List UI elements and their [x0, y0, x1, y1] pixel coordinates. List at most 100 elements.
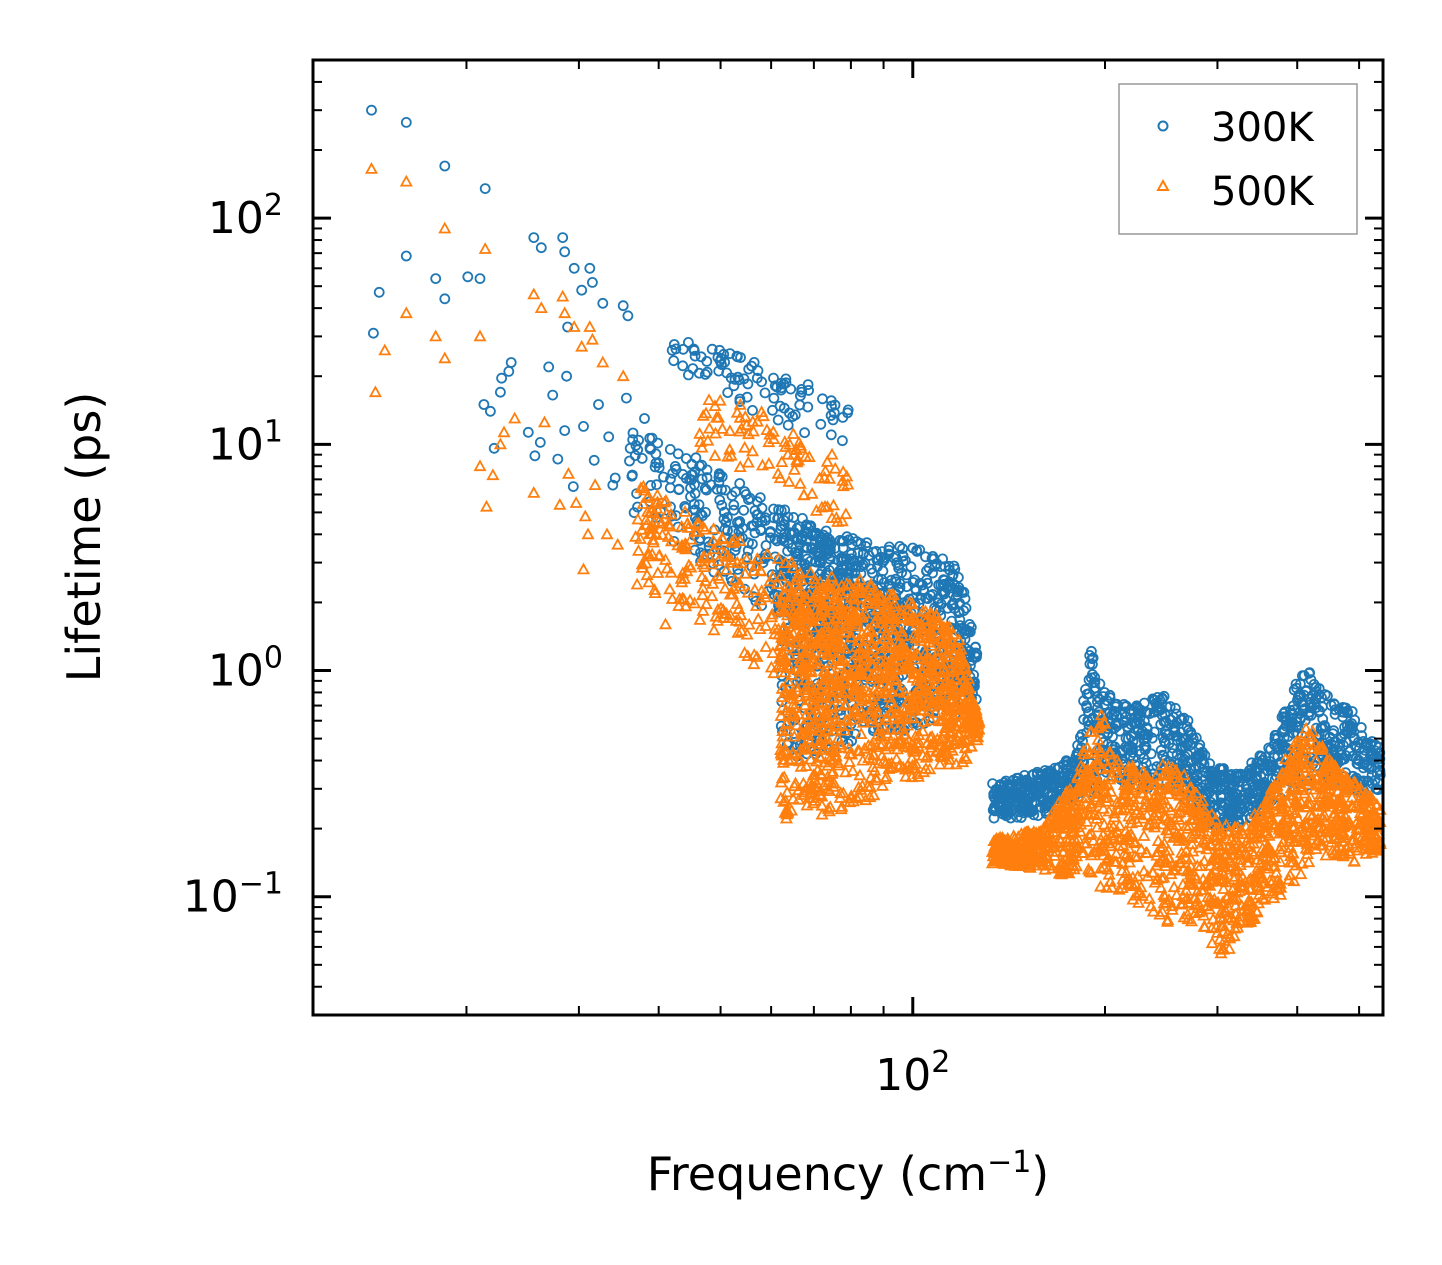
point-300K	[529, 450, 541, 462]
point-500K	[802, 604, 816, 616]
point-500K	[815, 695, 829, 708]
point-500K	[894, 732, 908, 745]
point-500K	[679, 538, 694, 551]
point-500K	[713, 393, 727, 406]
point-300K	[484, 405, 496, 417]
point-500K	[818, 499, 832, 512]
point-500K	[1280, 810, 1294, 823]
point-500K	[824, 656, 838, 668]
point-500K	[695, 570, 709, 582]
point-500K	[778, 793, 792, 806]
point-500K	[1170, 888, 1184, 900]
point-500K	[754, 593, 768, 606]
point-500K	[841, 714, 855, 726]
point-300K	[890, 551, 902, 562]
point-500K	[827, 620, 841, 632]
point-500K	[813, 749, 827, 762]
point-500K	[796, 785, 810, 798]
point-300K	[765, 532, 776, 544]
point-500K	[784, 630, 798, 642]
point-500K	[959, 668, 973, 681]
point-500K	[807, 716, 821, 729]
point-500K	[817, 470, 831, 483]
point-500K	[850, 647, 864, 660]
point-500K	[708, 449, 722, 461]
point-300K	[843, 534, 855, 546]
point-300K	[901, 569, 912, 581]
point-500K	[651, 566, 665, 578]
point-500K	[637, 483, 651, 496]
point-300K	[1099, 687, 1110, 698]
point-500K	[916, 604, 930, 617]
point-500K	[944, 639, 958, 652]
point-500K	[838, 723, 852, 736]
point-500K	[689, 524, 703, 537]
point-500K	[792, 435, 806, 448]
point-500K	[664, 534, 678, 547]
point-500K	[970, 710, 985, 723]
point-500K	[696, 409, 710, 421]
point-300K	[1304, 699, 1316, 711]
point-300K	[786, 528, 798, 540]
point-500K	[897, 700, 911, 713]
point-500K	[852, 744, 866, 757]
point-500K	[729, 614, 743, 626]
point-500K	[927, 677, 941, 690]
point-500K	[740, 627, 754, 640]
point-500K	[665, 592, 679, 604]
point-300K	[943, 579, 955, 591]
point-500K	[828, 461, 842, 474]
point-300K	[1135, 748, 1147, 760]
point-500K	[805, 679, 819, 691]
point-500K	[809, 634, 823, 647]
point-300K	[836, 553, 847, 564]
point-300K	[1056, 777, 1067, 788]
point-500K	[664, 565, 678, 578]
point-300K	[993, 781, 1005, 792]
point-500K	[867, 788, 881, 801]
point-500K	[731, 625, 745, 638]
point-300K	[1053, 761, 1065, 773]
point-500K	[782, 648, 797, 661]
point-500K	[938, 724, 952, 736]
point-500K	[910, 648, 925, 661]
point-500K	[1252, 867, 1266, 879]
point-300K	[1092, 702, 1103, 713]
point-500K	[885, 587, 899, 600]
point-500K	[875, 718, 889, 731]
point-500K	[647, 506, 661, 518]
point-300K	[1358, 775, 1369, 787]
point-300K	[367, 327, 379, 339]
point-500K	[1169, 818, 1183, 831]
point-300K	[689, 488, 701, 499]
point-500K	[934, 731, 949, 743]
point-500K	[696, 581, 710, 594]
point-500K	[827, 776, 841, 788]
point-500K	[1080, 814, 1094, 827]
point-500K	[846, 764, 860, 776]
point-500K	[1269, 865, 1283, 878]
point-300K	[802, 379, 814, 391]
point-300K	[677, 468, 689, 480]
point-500K	[723, 424, 737, 437]
point-500K	[813, 783, 827, 796]
point-500K	[727, 582, 741, 594]
point-300K	[825, 395, 837, 407]
point-500K	[652, 548, 666, 561]
point-500K	[688, 596, 702, 609]
point-300K	[751, 372, 763, 384]
point-500K	[901, 740, 915, 752]
point-500K	[799, 759, 813, 771]
point-500K	[804, 565, 818, 578]
point-300K	[701, 484, 712, 496]
point-500K	[787, 614, 802, 627]
point-500K	[785, 555, 799, 568]
point-300K	[780, 373, 792, 385]
point-500K	[896, 760, 910, 773]
point-300K	[778, 535, 790, 547]
point-300K	[759, 387, 771, 399]
point-300K	[1238, 790, 1249, 801]
point-300K	[1329, 704, 1341, 716]
point-300K	[768, 372, 779, 384]
point-300K	[743, 363, 755, 375]
